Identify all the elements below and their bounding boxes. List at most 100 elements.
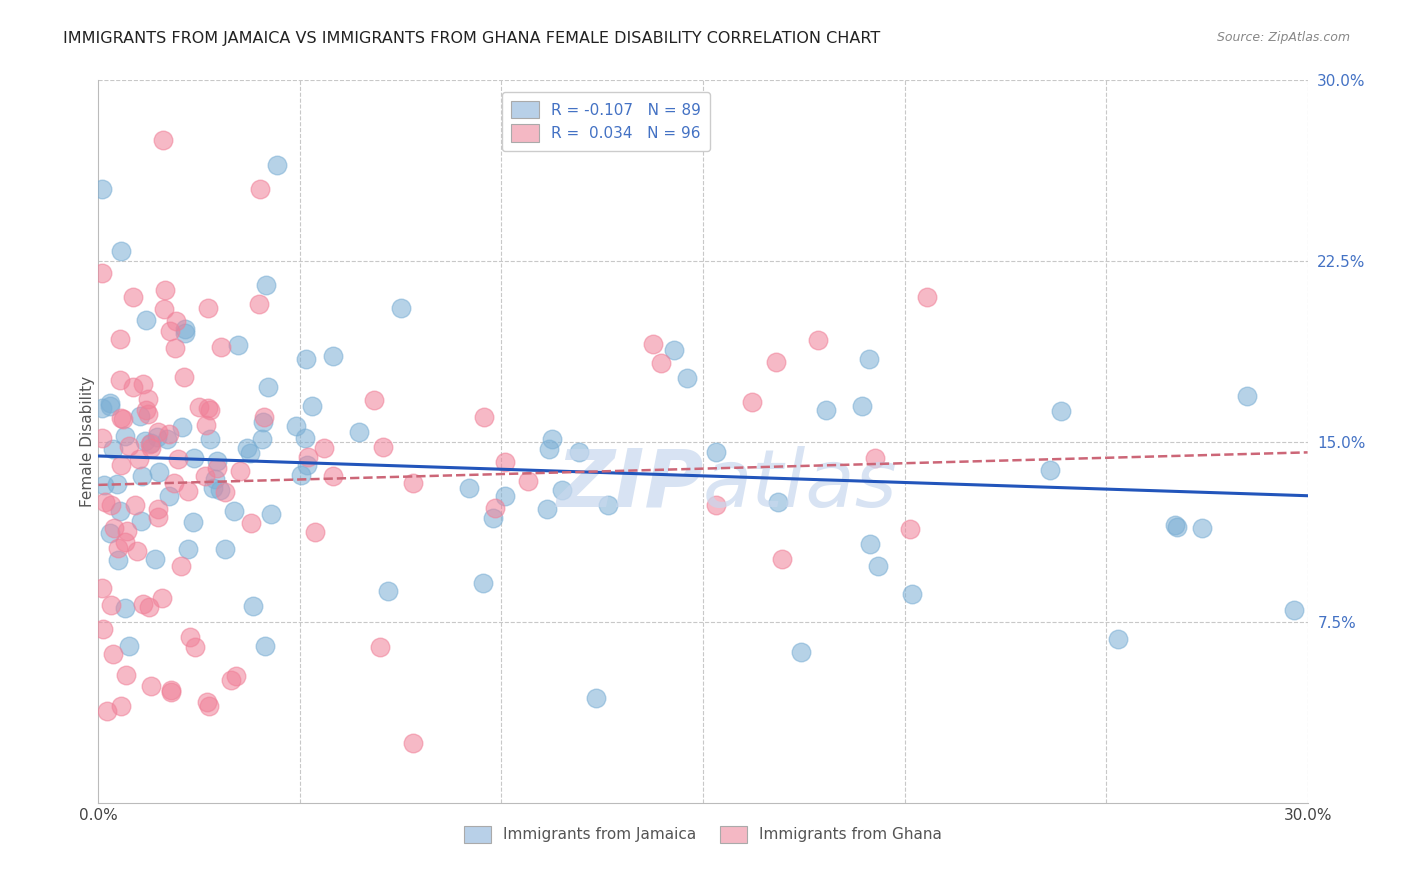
Point xyxy=(471,575,494,590)
Point xyxy=(472,409,495,424)
Point xyxy=(115,668,138,682)
Point xyxy=(240,516,263,530)
Point xyxy=(1107,632,1129,646)
Point xyxy=(110,504,132,518)
Point xyxy=(807,333,830,347)
Point xyxy=(108,373,131,387)
Point xyxy=(214,484,236,499)
Point xyxy=(146,430,169,444)
Point xyxy=(114,534,136,549)
Point xyxy=(1282,603,1305,617)
Point xyxy=(915,291,938,305)
Point xyxy=(377,583,399,598)
Point xyxy=(585,690,607,705)
Point xyxy=(108,332,131,346)
Point xyxy=(704,445,727,459)
Point xyxy=(197,401,219,415)
Point xyxy=(118,439,141,453)
Point xyxy=(494,489,516,503)
Point xyxy=(173,370,195,384)
Point xyxy=(157,426,180,441)
Point xyxy=(122,290,145,304)
Point xyxy=(129,515,152,529)
Point xyxy=(128,451,150,466)
Point xyxy=(195,695,218,709)
Point xyxy=(150,591,173,606)
Point xyxy=(295,352,318,367)
Point xyxy=(226,338,249,352)
Point xyxy=(174,322,197,336)
Text: IMMIGRANTS FROM JAMAICA VS IMMIGRANTS FROM GHANA FEMALE DISABILITY CORRELATION C: IMMIGRANTS FROM JAMAICA VS IMMIGRANTS FR… xyxy=(63,31,880,46)
Point xyxy=(98,396,121,410)
Point xyxy=(156,432,179,446)
Point xyxy=(181,515,204,529)
Point xyxy=(204,472,226,486)
Point xyxy=(107,553,129,567)
Point xyxy=(129,409,152,423)
Point xyxy=(93,478,115,492)
Point xyxy=(91,431,114,445)
Point xyxy=(1050,404,1073,418)
Point xyxy=(301,399,323,413)
Point xyxy=(194,417,217,432)
Point xyxy=(170,558,193,573)
Point xyxy=(194,469,217,483)
Point xyxy=(98,399,121,413)
Point xyxy=(91,181,114,195)
Point xyxy=(297,450,319,465)
Point xyxy=(153,284,176,298)
Point xyxy=(741,394,763,409)
Point xyxy=(166,452,188,467)
Point xyxy=(214,542,236,557)
Point xyxy=(253,409,276,424)
Point xyxy=(124,499,146,513)
Point xyxy=(91,401,114,415)
Point xyxy=(219,673,242,688)
Point xyxy=(146,425,169,439)
Point xyxy=(101,647,124,661)
Point xyxy=(197,301,219,316)
Point xyxy=(257,379,280,393)
Point xyxy=(1164,518,1187,533)
Point xyxy=(766,495,789,509)
Point xyxy=(93,623,115,637)
Legend: Immigrants from Jamaica, Immigrants from Ghana: Immigrants from Jamaica, Immigrants from… xyxy=(457,820,949,849)
Point xyxy=(152,302,174,317)
Point xyxy=(135,313,157,327)
Point xyxy=(1191,520,1213,534)
Point xyxy=(790,645,813,659)
Point xyxy=(516,474,538,488)
Point xyxy=(650,356,672,370)
Point xyxy=(107,541,129,555)
Point xyxy=(851,399,873,413)
Point xyxy=(266,157,288,171)
Point xyxy=(859,537,882,551)
Point xyxy=(249,181,271,195)
Point xyxy=(402,735,425,749)
Point xyxy=(157,489,180,503)
Point xyxy=(402,476,425,491)
Point xyxy=(91,266,114,280)
Point xyxy=(208,483,231,498)
Point xyxy=(134,434,156,449)
Point xyxy=(494,455,516,469)
Point xyxy=(260,507,283,521)
Point xyxy=(143,552,166,566)
Point xyxy=(139,436,162,450)
Point xyxy=(205,460,228,475)
Point xyxy=(254,639,277,653)
Point xyxy=(239,446,262,460)
Point xyxy=(101,442,124,457)
Point xyxy=(322,349,344,363)
Point xyxy=(641,337,664,351)
Point xyxy=(110,699,132,714)
Point xyxy=(538,442,561,456)
Point xyxy=(170,420,193,434)
Point xyxy=(458,481,481,495)
Point xyxy=(222,504,245,518)
Point xyxy=(254,278,277,293)
Point xyxy=(1236,389,1258,403)
Point xyxy=(114,600,136,615)
Point xyxy=(285,419,308,434)
Point xyxy=(136,407,159,421)
